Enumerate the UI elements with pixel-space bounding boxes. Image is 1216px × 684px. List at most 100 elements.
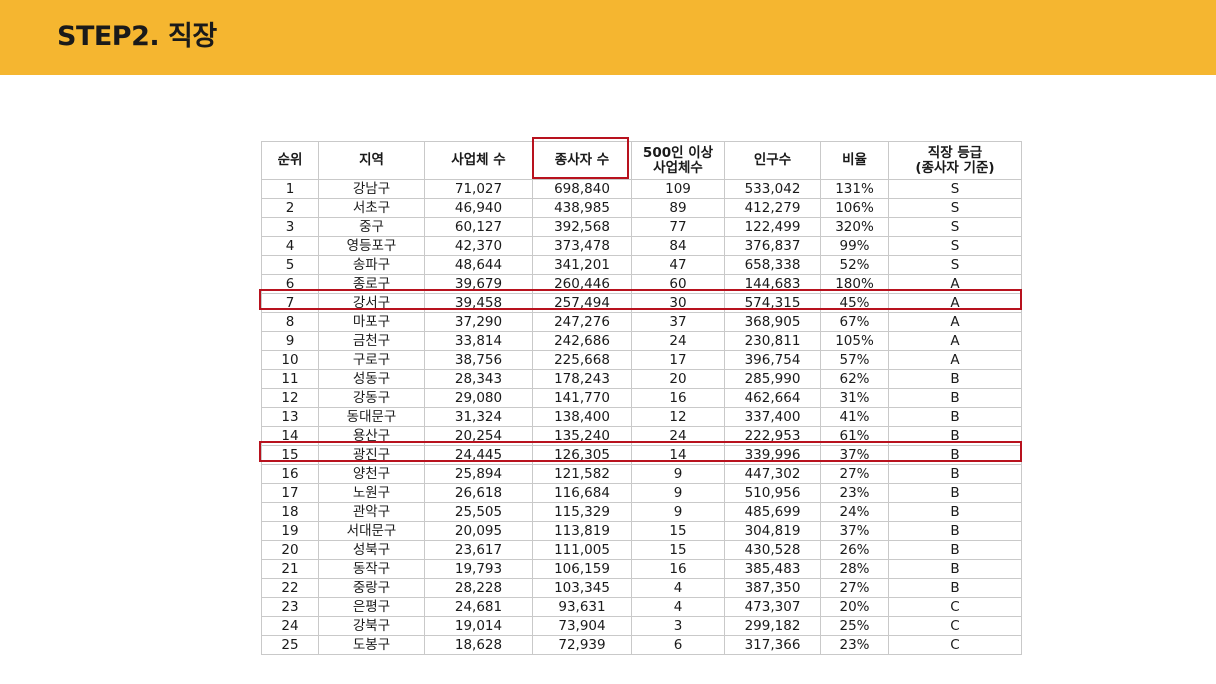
cell-employees: 116,684 bbox=[532, 483, 632, 503]
cell-businesses: 20,254 bbox=[424, 426, 533, 446]
table-row: 16 양천구 25,894 121,582 9 447,302 27% B bbox=[261, 464, 1022, 484]
cell-grade: B bbox=[888, 426, 1022, 446]
cell-region: 동작구 bbox=[318, 559, 425, 579]
table-row: 10 구로구 38,756 225,668 17 396,754 57% A bbox=[261, 350, 1022, 370]
cell-ratio: 25% bbox=[820, 616, 889, 636]
cell-grade: S bbox=[888, 255, 1022, 275]
cell-businesses: 20,095 bbox=[424, 521, 533, 541]
cell-region: 송파구 bbox=[318, 255, 425, 275]
cell-region: 양천구 bbox=[318, 464, 425, 484]
cell-large-businesses: 109 bbox=[631, 179, 725, 199]
cell-population: 144,683 bbox=[724, 274, 821, 294]
cell-businesses: 48,644 bbox=[424, 255, 533, 275]
cell-population: 430,528 bbox=[724, 540, 821, 560]
cell-population: 447,302 bbox=[724, 464, 821, 484]
cell-rank: 5 bbox=[261, 255, 319, 275]
cell-businesses: 60,127 bbox=[424, 217, 533, 237]
cell-rank: 6 bbox=[261, 274, 319, 294]
table-row: 13 동대문구 31,324 138,400 12 337,400 41% B bbox=[261, 407, 1022, 427]
table-row: 25 도봉구 18,628 72,939 6 317,366 23% C bbox=[261, 635, 1022, 655]
cell-population: 533,042 bbox=[724, 179, 821, 199]
cell-rank: 8 bbox=[261, 312, 319, 332]
table-body: 1 강남구 71,027 698,840 109 533,042 131% S 2 서초구 46,9… bbox=[261, 179, 1022, 655]
cell-ratio: 41% bbox=[820, 407, 889, 427]
cell-rank: 2 bbox=[261, 198, 319, 218]
cell-rank: 21 bbox=[261, 559, 319, 579]
cell-ratio: 23% bbox=[820, 635, 889, 655]
cell-large-businesses: 4 bbox=[631, 597, 725, 617]
cell-grade: B bbox=[888, 388, 1022, 408]
cell-population: 285,990 bbox=[724, 369, 821, 389]
cell-ratio: 23% bbox=[820, 483, 889, 503]
cell-region: 서초구 bbox=[318, 198, 425, 218]
cell-region: 강동구 bbox=[318, 388, 425, 408]
cell-population: 230,811 bbox=[724, 331, 821, 351]
cell-grade: A bbox=[888, 293, 1022, 313]
cell-grade: S bbox=[888, 179, 1022, 199]
cell-grade: A bbox=[888, 274, 1022, 294]
cell-employees: 392,568 bbox=[532, 217, 632, 237]
cell-region: 은평구 bbox=[318, 597, 425, 617]
cell-businesses: 42,370 bbox=[424, 236, 533, 256]
cell-businesses: 19,793 bbox=[424, 559, 533, 579]
cell-ratio: 61% bbox=[820, 426, 889, 446]
cell-grade: B bbox=[888, 407, 1022, 427]
cell-grade: A bbox=[888, 350, 1022, 370]
cell-large-businesses: 14 bbox=[631, 445, 725, 465]
cell-grade: B bbox=[888, 578, 1022, 598]
cell-large-businesses: 16 bbox=[631, 388, 725, 408]
cell-region: 성동구 bbox=[318, 369, 425, 389]
table-row: 15 광진구 24,445 126,305 14 339,996 37% B bbox=[261, 445, 1022, 465]
table-row: 20 성북구 23,617 111,005 15 430,528 26% B bbox=[261, 540, 1022, 560]
cell-population: 396,754 bbox=[724, 350, 821, 370]
cell-grade: S bbox=[888, 198, 1022, 218]
header-rank: 순위 bbox=[261, 141, 319, 180]
cell-region: 중구 bbox=[318, 217, 425, 237]
cell-grade: S bbox=[888, 217, 1022, 237]
cell-population: 462,664 bbox=[724, 388, 821, 408]
cell-rank: 1 bbox=[261, 179, 319, 199]
cell-businesses: 29,080 bbox=[424, 388, 533, 408]
cell-rank: 25 bbox=[261, 635, 319, 655]
table-row: 4 영등포구 42,370 373,478 84 376,837 99% S bbox=[261, 236, 1022, 256]
cell-ratio: 52% bbox=[820, 255, 889, 275]
cell-employees: 260,446 bbox=[532, 274, 632, 294]
cell-population: 485,699 bbox=[724, 502, 821, 522]
table-header-row: 순위 지역 사업체 수 종사자 수 500인 이상 사업체수 인구수 비율 직장 … bbox=[261, 141, 1022, 180]
cell-ratio: 57% bbox=[820, 350, 889, 370]
cell-ratio: 180% bbox=[820, 274, 889, 294]
cell-rank: 20 bbox=[261, 540, 319, 560]
table-row: 18 관악구 25,505 115,329 9 485,699 24% B bbox=[261, 502, 1022, 522]
cell-population: 387,350 bbox=[724, 578, 821, 598]
cell-businesses: 37,290 bbox=[424, 312, 533, 332]
cell-ratio: 131% bbox=[820, 179, 889, 199]
table-row: 14 용산구 20,254 135,240 24 222,953 61% B bbox=[261, 426, 1022, 446]
table-row: 12 강동구 29,080 141,770 16 462,664 31% B bbox=[261, 388, 1022, 408]
header-work-grade: 직장 등급 (종사자 기준) bbox=[888, 141, 1022, 180]
cell-grade: A bbox=[888, 331, 1022, 351]
cell-rank: 23 bbox=[261, 597, 319, 617]
cell-ratio: 320% bbox=[820, 217, 889, 237]
cell-large-businesses: 6 bbox=[631, 635, 725, 655]
cell-businesses: 38,756 bbox=[424, 350, 533, 370]
cell-employees: 121,582 bbox=[532, 464, 632, 484]
cell-businesses: 25,894 bbox=[424, 464, 533, 484]
cell-businesses: 39,458 bbox=[424, 293, 533, 313]
cell-employees: 106,159 bbox=[532, 559, 632, 579]
cell-ratio: 28% bbox=[820, 559, 889, 579]
table-row: 2 서초구 46,940 438,985 89 412,279 106% S bbox=[261, 198, 1022, 218]
cell-population: 222,953 bbox=[724, 426, 821, 446]
cell-grade: B bbox=[888, 483, 1022, 503]
table-row: 6 종로구 39,679 260,446 60 144,683 180% A bbox=[261, 274, 1022, 294]
cell-rank: 14 bbox=[261, 426, 319, 446]
header-population: 인구수 bbox=[724, 141, 821, 180]
cell-employees: 341,201 bbox=[532, 255, 632, 275]
cell-population: 299,182 bbox=[724, 616, 821, 636]
cell-population: 304,819 bbox=[724, 521, 821, 541]
cell-employees: 126,305 bbox=[532, 445, 632, 465]
header-employees: 종사자 수 bbox=[532, 141, 632, 180]
cell-employees: 257,494 bbox=[532, 293, 632, 313]
cell-region: 도봉구 bbox=[318, 635, 425, 655]
cell-ratio: 62% bbox=[820, 369, 889, 389]
cell-businesses: 31,324 bbox=[424, 407, 533, 427]
